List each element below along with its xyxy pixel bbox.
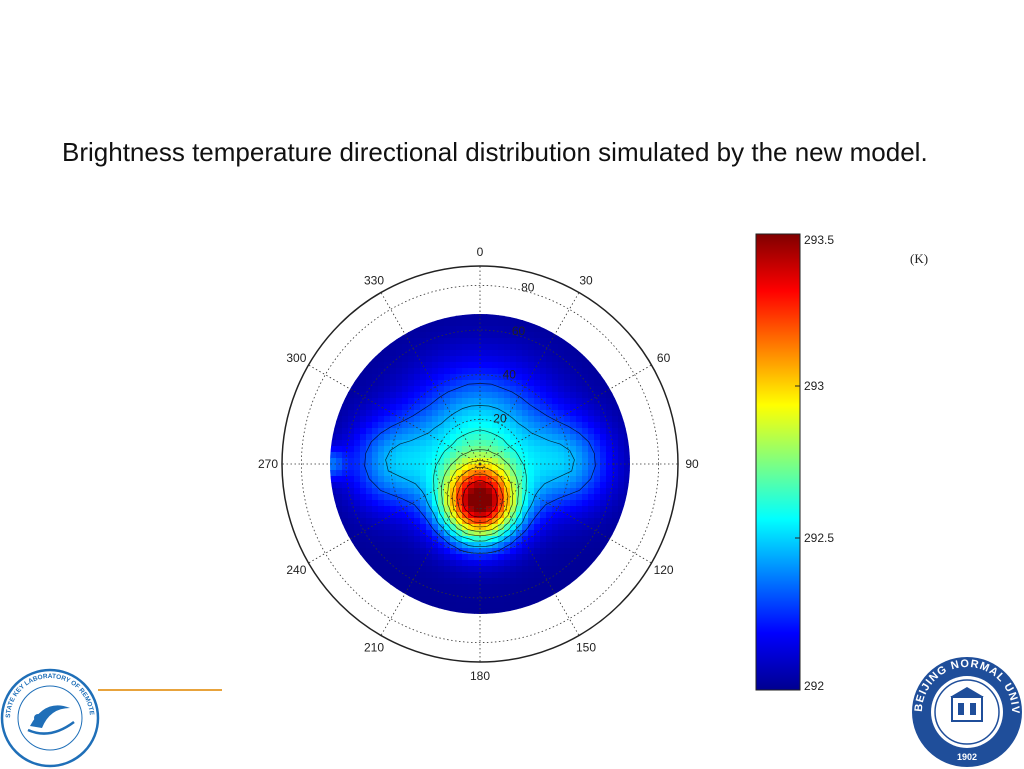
radial-tick-label: 20 (493, 411, 507, 425)
azimuth-tick-label: 90 (685, 457, 699, 471)
colorbar-tick-label: 292.5 (804, 531, 834, 545)
azimuth-gridline (308, 463, 481, 564)
azimuth-gridline (479, 292, 580, 465)
radial-tick-label: 80 (521, 280, 535, 294)
colorbar-ticks: 292 292.5 293 293.5 (795, 233, 834, 693)
azimuth-gridline (380, 463, 481, 636)
zenith-ring (300, 284, 660, 644)
azimuth-tick-label: 60 (657, 351, 671, 365)
azimuth-tick-label: 300 (286, 351, 306, 365)
azimuth-tick-label: 210 (364, 641, 384, 655)
polar-contour-chart: 0 30 60 90 120 150 180 210 240 270 300 330 20 40 60 80… (258, 233, 928, 693)
azimuth-tick-label: 270 (258, 457, 278, 471)
radial-tick-label: 60 (512, 324, 526, 338)
azimuth-gridline (308, 364, 481, 465)
zenith-ring (434, 418, 526, 510)
colorbar-tick-label: 292 (804, 679, 824, 693)
brightness-temperature-field (330, 314, 630, 614)
azimuth-tick-label: 330 (364, 273, 384, 287)
colorbar (755, 233, 801, 691)
lab-logo: STATE KEY LABORATORY OF REMOTE SENSING S… (0, 668, 100, 768)
radial-tick-labels: 20 40 60 80 (493, 280, 535, 425)
polar-grid (282, 266, 678, 662)
zenith-ring (345, 329, 615, 599)
radial-tick-label: 40 (503, 368, 517, 382)
azimuth-tick-label: 180 (470, 669, 490, 683)
azimuth-tick-label: 30 (579, 273, 593, 287)
colorbar-unit-label: (K) (910, 251, 928, 266)
azimuth-tick-label: 150 (576, 641, 596, 655)
azimuth-tick-label: 120 (654, 563, 674, 577)
azimuth-gridline (479, 463, 580, 636)
azimuth-gridline (479, 364, 652, 465)
azimuth-tick-label: 240 (286, 563, 306, 577)
university-logo: BEIJING NORMAL UNIVERSITY 1902 (910, 655, 1022, 767)
azimuth-tick-label: 0 (477, 245, 484, 259)
colorbar-tick-label: 293.5 (804, 233, 834, 247)
azimuth-tick-labels: 0 30 60 90 120 150 180 210 240 270 300 330 (258, 245, 699, 683)
zenith-ring (390, 374, 570, 554)
azimuth-gridline (380, 292, 481, 465)
university-logo-year: 1902 (957, 752, 977, 762)
azimuth-gridline (479, 463, 652, 564)
accent-rule (98, 689, 222, 691)
slide-caption: Brightness temperature directional distr… (62, 137, 928, 167)
colorbar-tick-label: 293 (804, 379, 824, 393)
